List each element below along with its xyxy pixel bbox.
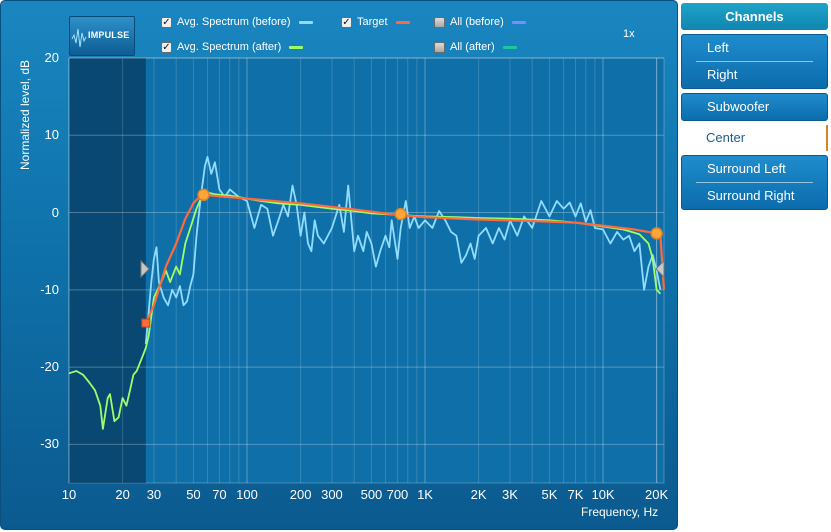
channel-right[interactable]: Right	[707, 67, 738, 82]
legend-target[interactable]: ✓ Target	[341, 14, 410, 30]
frequency-response-chart[interactable]	[1, 1, 679, 531]
low-cutoff-handle	[140, 259, 150, 279]
zoom-level[interactable]: 1x	[623, 28, 635, 40]
y-tick-label: -10	[40, 281, 59, 297]
x-tick-label: 500	[360, 487, 383, 502]
x-axis-label: Frequency, Hz	[581, 505, 659, 519]
channels-header: Channels	[681, 3, 828, 30]
x-tick-label: 1K	[417, 487, 433, 502]
y-tick-label: -20	[40, 359, 59, 375]
checkbox-icon[interactable]	[434, 41, 445, 53]
y-tick-label: -30	[40, 436, 59, 452]
legend-label: All (after)	[450, 41, 495, 53]
channel-surround-left[interactable]: Surround Left	[707, 161, 786, 176]
logo-text: IMPULSE	[88, 30, 130, 40]
checkbox-icon[interactable]	[434, 16, 445, 28]
x-tick-label: 20	[115, 487, 130, 502]
y-tick-label: 0	[51, 204, 59, 220]
room-correction-panel: IMPULSE ✓ Avg. Spectrum (before) ✓ Targe…	[0, 0, 678, 530]
target-control-point	[197, 188, 210, 202]
excluded-low-region	[69, 58, 146, 483]
channel-surround-right[interactable]: Surround Right	[707, 188, 795, 203]
x-tick-label: 10K	[591, 487, 615, 502]
x-tick-label: 30	[146, 487, 162, 502]
x-tick-label: 100	[236, 487, 258, 502]
x-tick-label: 20K	[645, 487, 669, 502]
legend-all-before[interactable]: All (before)	[434, 14, 526, 30]
legend-label: Avg. Spectrum (before)	[177, 16, 291, 28]
target-control-point	[394, 207, 407, 221]
series-line-avg-spectrum-before-	[144, 155, 662, 344]
x-tick-label: 3K	[502, 487, 518, 502]
impulse-logo[interactable]: IMPULSE	[69, 16, 135, 56]
x-tick-label: 300	[321, 487, 343, 502]
legend-label: Target	[357, 16, 388, 28]
legend-swatch	[511, 20, 526, 24]
y-axis-label: Normalized level, dB	[18, 59, 32, 170]
x-tick-label: 10	[61, 487, 77, 502]
series-line-target	[144, 193, 666, 324]
x-tick-label: 700	[386, 487, 409, 502]
target-control-point	[650, 227, 663, 240]
divider	[696, 182, 813, 183]
x-tick-label: 70	[212, 487, 227, 502]
waveform-icon	[71, 28, 87, 48]
target-handle	[141, 318, 151, 328]
legend-after[interactable]: ✓ Avg. Spectrum (after)	[161, 39, 304, 55]
channel-center[interactable]: Center	[681, 125, 828, 151]
legend-swatch	[502, 45, 517, 49]
channel-group-surround: Surround Left Surround Right	[681, 155, 828, 210]
legend-all-after[interactable]: All (after)	[434, 39, 517, 55]
legend-swatch	[395, 20, 410, 24]
y-tick-label: 10	[44, 127, 59, 143]
x-tick-label: 5K	[541, 487, 558, 502]
checkbox-icon[interactable]: ✓	[161, 16, 172, 28]
checkbox-icon[interactable]: ✓	[341, 16, 352, 28]
x-tick-label: 50	[186, 487, 201, 502]
series-line-avg-spectrum-after-	[68, 191, 662, 430]
x-tick-label: 7K	[567, 487, 584, 502]
legend-label: All (before)	[450, 16, 504, 28]
checkbox-icon[interactable]: ✓	[161, 41, 172, 53]
x-tick-label: 200	[289, 487, 312, 502]
legend-swatch	[298, 20, 313, 24]
legend-label: Avg. Spectrum (after)	[177, 41, 282, 53]
channel-subwoofer[interactable]: Subwoofer	[707, 99, 770, 114]
divider	[696, 61, 813, 62]
legend-swatch	[289, 45, 304, 49]
x-tick-label: 2K	[470, 487, 487, 502]
channel-left[interactable]: Left	[707, 40, 729, 55]
channels-panel: Channels Left Right Subwoofer Center Sur…	[681, 3, 828, 210]
legend-before[interactable]: ✓ Avg. Spectrum (before)	[161, 14, 313, 30]
high-cutoff-handle	[655, 259, 665, 279]
channel-group-front: Left Right	[681, 34, 828, 89]
plot-area	[68, 57, 665, 484]
channel-group-sub: Subwoofer	[681, 93, 828, 121]
y-tick-label: 20	[44, 50, 59, 65]
